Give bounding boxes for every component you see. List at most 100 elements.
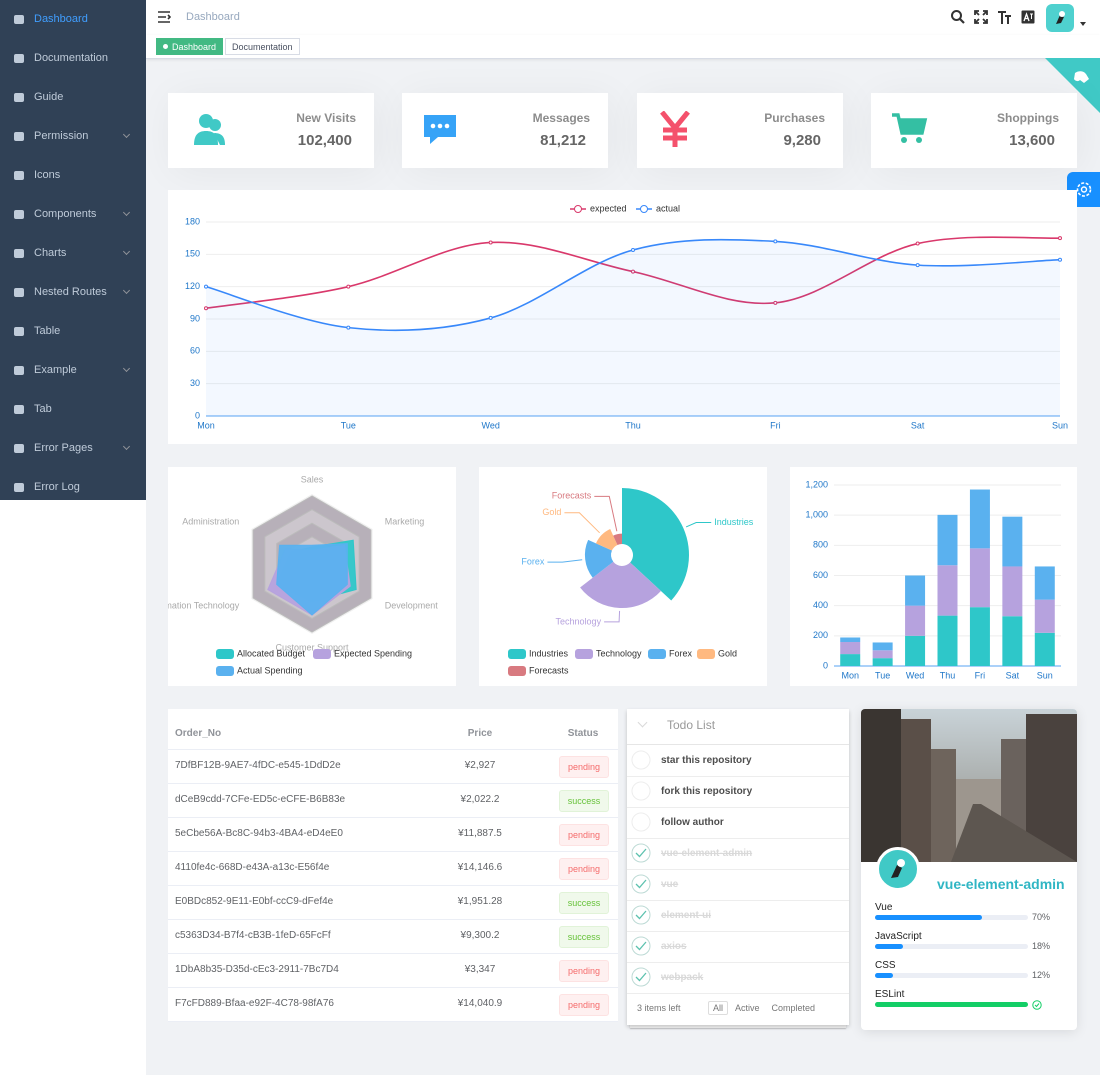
checkbox-circle bbox=[631, 936, 651, 956]
stat-card[interactable]: Purchases 9,280 bbox=[637, 93, 843, 168]
y-tick-label: 0 bbox=[823, 660, 828, 670]
todo-checkbox[interactable] bbox=[631, 967, 651, 987]
menu-item[interactable]: Permission bbox=[0, 117, 146, 156]
point bbox=[773, 300, 778, 305]
hamburger[interactable] bbox=[157, 10, 171, 24]
menu-label: Dashboard bbox=[34, 13, 88, 25]
menu-icon bbox=[14, 54, 24, 63]
y-tick-label: 800 bbox=[813, 540, 828, 550]
size-icon[interactable] bbox=[997, 10, 1012, 24]
bar-chart-panel: 0 200 400 600 800 1,000 1,200 Mon Tue Wed Thu Fri Sa… bbox=[790, 467, 1077, 686]
menu-item[interactable]: Guide bbox=[0, 78, 146, 117]
checkbox-circle bbox=[631, 812, 651, 832]
point bbox=[773, 239, 778, 244]
order-table: Order_No Price Status 7DfBF12B-9AE7-4fDC-e5… bbox=[168, 709, 618, 1022]
menu-label: Icons bbox=[34, 169, 61, 181]
fullscreen-icon[interactable] bbox=[974, 10, 988, 24]
menu-icon bbox=[14, 132, 24, 141]
skill-name: JavaScript bbox=[875, 931, 922, 942]
table-cell: ¥2,022.2 bbox=[460, 794, 500, 805]
pie-slice bbox=[622, 488, 689, 601]
todo-checkbox[interactable] bbox=[631, 750, 651, 770]
table-row: 5eCbe56A-Bc8C-94b3-4BA4-eD4eE0 ¥11,887.5 p… bbox=[168, 817, 618, 852]
table-cell: 5eCbe56A-Bc8C-94b3-4BA4-eD4eE0 bbox=[175, 828, 343, 839]
menu-icon bbox=[14, 249, 24, 258]
menu-item[interactable]: Example bbox=[0, 351, 146, 390]
chart: Industries Technology Forex Gold Forecasts In… bbox=[508, 488, 754, 676]
todo-checkbox[interactable] bbox=[631, 905, 651, 925]
building bbox=[861, 709, 901, 862]
submenu-arrow bbox=[122, 130, 131, 139]
radar-indicator: Administration bbox=[182, 516, 239, 526]
menu-item[interactable]: Dashboard bbox=[0, 0, 146, 39]
menu-item[interactable]: Table bbox=[0, 312, 146, 351]
bar-segment bbox=[905, 635, 926, 666]
status-tag: pending bbox=[559, 994, 609, 1016]
stat-card[interactable]: Shoppings 13,600 bbox=[871, 93, 1077, 168]
table-row: F7cFD889-Bfaa-e92F-4C78-98fA76 ¥14,040.9 p… bbox=[168, 987, 618, 1022]
profile-avatar bbox=[876, 847, 920, 891]
menu-item[interactable]: Components bbox=[0, 195, 146, 234]
menu-icon bbox=[14, 483, 24, 492]
tag[interactable]: Documentation bbox=[225, 38, 300, 55]
todo-checkbox[interactable] bbox=[631, 874, 651, 894]
menu-label: Documentation bbox=[34, 52, 108, 64]
menu-label: Tab bbox=[34, 403, 52, 415]
menu-item[interactable]: Tab bbox=[0, 390, 146, 429]
legend-label: Forex bbox=[669, 648, 693, 658]
avatar-shape bbox=[897, 859, 905, 867]
point bbox=[631, 269, 635, 274]
github-corner[interactable] bbox=[1045, 58, 1100, 113]
legend-label: Allocated Budget bbox=[237, 648, 306, 658]
todo-checkbox[interactable] bbox=[631, 812, 651, 832]
pie-slice bbox=[584, 539, 614, 578]
menu-item[interactable]: Error Log bbox=[0, 468, 146, 507]
icon-shape bbox=[444, 123, 450, 129]
toggle-all[interactable] bbox=[637, 717, 648, 728]
legend-label: Forecasts bbox=[529, 665, 569, 675]
menu-item[interactable]: Icons bbox=[0, 156, 146, 195]
todo-checkbox[interactable] bbox=[631, 936, 651, 956]
menu-label: Error Log bbox=[34, 481, 80, 493]
menu-icon bbox=[14, 327, 24, 336]
todo-checkbox[interactable] bbox=[631, 781, 651, 801]
y-tick-label: 60 bbox=[190, 346, 200, 356]
stat-card[interactable]: Messages 81,212 bbox=[402, 93, 608, 168]
checkmark bbox=[635, 972, 647, 982]
menu-item[interactable]: Charts bbox=[0, 234, 146, 273]
legend-marker bbox=[640, 205, 648, 213]
radar-area bbox=[276, 543, 348, 616]
avatar-caret[interactable] bbox=[1080, 22, 1086, 26]
todo-checkbox[interactable] bbox=[631, 843, 651, 863]
table-cell: Price bbox=[467, 728, 493, 739]
table-cell: Status bbox=[567, 728, 599, 739]
status-tag: pending bbox=[559, 756, 609, 778]
stat-card[interactable]: New Visits 102,400 bbox=[168, 93, 374, 168]
y-tick-label: 600 bbox=[813, 570, 828, 580]
tag[interactable]: Dashboard bbox=[156, 38, 224, 55]
checkbox-circle bbox=[631, 874, 651, 894]
todo-item: axios bbox=[627, 931, 849, 963]
progress-bar bbox=[875, 1002, 1028, 1007]
todo-item: element-ui bbox=[627, 900, 849, 932]
point bbox=[488, 240, 493, 245]
bar-segment bbox=[969, 607, 990, 666]
avatar-image bbox=[891, 859, 905, 878]
todo-filter[interactable]: All bbox=[708, 1001, 729, 1015]
todo-filter[interactable]: Completed bbox=[771, 1003, 816, 1013]
x-tick-label: Fri bbox=[975, 670, 986, 680]
search-icon[interactable] bbox=[950, 9, 966, 25]
menu-item[interactable]: Documentation bbox=[0, 39, 146, 78]
translate-icon[interactable] bbox=[1021, 10, 1035, 24]
icon-shape bbox=[437, 123, 443, 129]
menu-item[interactable]: Error Pages bbox=[0, 429, 146, 468]
y-tick-label: 30 bbox=[190, 378, 200, 388]
icon-shape bbox=[214, 133, 225, 145]
area bbox=[206, 239, 1060, 416]
avatar[interactable] bbox=[1046, 4, 1074, 32]
menu-item[interactable]: Nested Routes bbox=[0, 273, 146, 312]
x-tick-label: Tue bbox=[341, 420, 356, 430]
legend-swatch bbox=[648, 649, 666, 659]
todo-filter[interactable]: Active bbox=[735, 1003, 760, 1013]
point bbox=[346, 325, 351, 330]
